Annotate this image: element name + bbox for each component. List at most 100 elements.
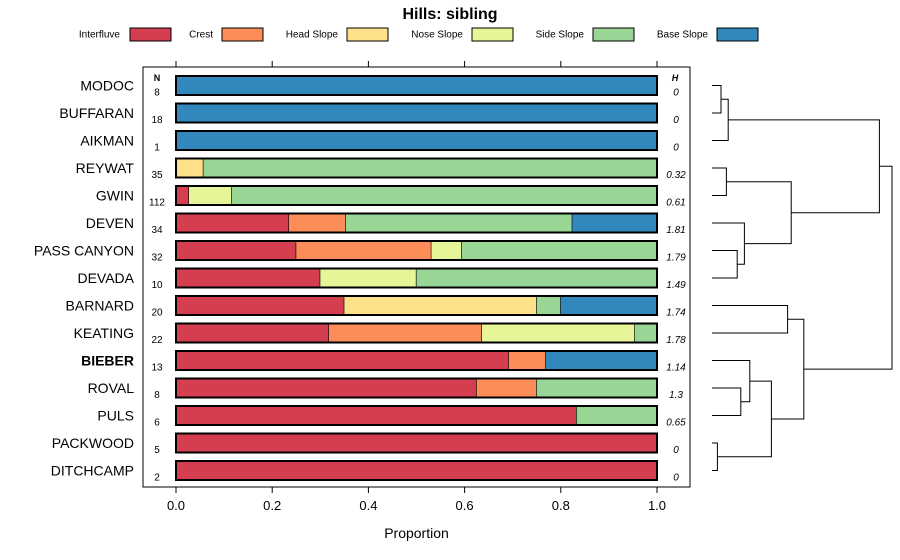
- bar-segment-interfluve: [176, 351, 509, 370]
- bar-segment-interfluve: [176, 461, 657, 480]
- bar-outline: [175, 322, 658, 344]
- n-column-header: N: [154, 73, 161, 83]
- row-deven: DEVEN 34 1.81: [86, 212, 686, 236]
- row-pass-canyon: PASS CANYON 32 1.79: [34, 240, 686, 264]
- row-label: PULS: [97, 408, 134, 424]
- row-label: DEVEN: [86, 215, 134, 231]
- row-h-value: 0.65: [666, 418, 686, 429]
- row-label: MODOC: [80, 78, 134, 94]
- bar-segment-interfluve: [176, 241, 297, 260]
- bar-segment-side-slope: [345, 213, 573, 233]
- legend-swatch-nose-slope: [471, 27, 514, 42]
- plot-frame: [142, 66, 691, 488]
- row-n-value: 35: [151, 170, 163, 181]
- bar-outline: [175, 157, 658, 179]
- row-ditchcamp: DITCHCAMP 2 0: [51, 460, 679, 484]
- bar-segment-side-slope: [576, 406, 657, 425]
- bar-outline: [175, 240, 658, 261]
- row-n-value: 8: [154, 390, 160, 401]
- legend-label-interfluve: Interfluve: [79, 30, 121, 41]
- row-n-value: 34: [151, 225, 163, 236]
- row-h-value: 1.3: [669, 390, 683, 401]
- row-label: AIKMAN: [80, 133, 134, 149]
- row-h-value: 1.49: [666, 280, 686, 291]
- dendrogram-branch: [717, 380, 772, 458]
- bar-outline: [175, 460, 658, 481]
- bar-segment-interfluve: [176, 213, 290, 233]
- x-axis: 0.0 0.2 0.4 0.6 0.8 1.0: [167, 487, 666, 513]
- legend-label-base-slope: Base Slope: [657, 30, 709, 41]
- row-label: BIEBER: [81, 353, 134, 369]
- legend-label-side-slope: Side Slope: [536, 30, 585, 41]
- bar-segment-head-slope: [176, 158, 204, 178]
- row-modoc: MODOC 8 0: [80, 75, 679, 99]
- dendrogram-branch: [712, 250, 738, 279]
- bar-segment-base-slope: [560, 296, 657, 315]
- bar-segment-interfluve: [176, 378, 477, 398]
- bar-segment-side-slope: [203, 158, 658, 178]
- x-tick-label: 0.4: [359, 498, 377, 513]
- row-label: DITCHCAMP: [51, 463, 134, 479]
- dendrogram-branch: [728, 119, 880, 214]
- bar-segment-side-slope: [461, 241, 657, 260]
- bar-segment-crest: [508, 351, 546, 370]
- bar-segment-base-slope: [572, 213, 657, 233]
- bar-outline: [175, 267, 658, 289]
- row-n-value: 2: [154, 473, 160, 484]
- bar-outline: [175, 350, 658, 371]
- row-n-value: 112: [149, 198, 165, 209]
- row-h-value: 0.32: [666, 170, 686, 181]
- bar-segment-base-slope: [176, 76, 657, 95]
- row-packwood: PACKWOOD 5 0: [52, 432, 679, 456]
- x-axis-label: Proportion: [384, 525, 449, 541]
- bar-outline: [175, 432, 658, 454]
- bar-segment-side-slope: [536, 296, 561, 315]
- dendrogram: [712, 85, 893, 471]
- bar-segment-interfluve: [176, 323, 329, 343]
- row-n-value: 10: [151, 280, 163, 291]
- row-reywat: REYWAT 35 0.32: [76, 157, 686, 181]
- row-h-value: 1.79: [666, 253, 686, 264]
- bar-outline: [175, 295, 658, 316]
- legend-swatch-interfluve: [129, 27, 172, 42]
- row-n-value: 32: [151, 253, 163, 264]
- row-n-value: 22: [151, 335, 163, 346]
- x-tick-label: 0.8: [552, 498, 570, 513]
- legend: Interfluve Crest Head Slope Nose Slope Side …: [79, 27, 759, 42]
- bar-segment-side-slope: [634, 323, 657, 343]
- bar-segment-head-slope: [344, 296, 537, 315]
- row-label: DEVADA: [77, 270, 134, 286]
- bar-segment-base-slope: [176, 131, 657, 150]
- row-puls: PULS 6 0.65: [97, 405, 686, 429]
- x-tick-label: 1.0: [648, 498, 666, 513]
- bar-outline: [175, 405, 658, 426]
- row-h-value: 1.74: [666, 308, 686, 319]
- bar-outline: [175, 212, 658, 234]
- row-label: PACKWOOD: [52, 435, 134, 451]
- row-label: BUFFARAN: [59, 105, 134, 121]
- dendrogram-branch: [712, 387, 742, 416]
- bar-segment-crest: [476, 378, 537, 398]
- row-label: REYWAT: [76, 160, 135, 176]
- row-h-value: 1.81: [666, 225, 685, 236]
- x-tick-label: 0.6: [456, 498, 474, 513]
- bar-outline: [175, 102, 658, 124]
- bar-segment-crest: [296, 241, 432, 260]
- bar-segment-nose-slope: [481, 323, 635, 343]
- dendrogram-branch: [712, 167, 727, 196]
- chart-title: Hills: sibling: [402, 6, 497, 23]
- bar-outline: [175, 130, 658, 151]
- dendrogram-branch: [712, 98, 729, 141]
- row-gwin: GWIN 112 0.61: [96, 185, 686, 209]
- bar-segment-side-slope: [231, 186, 657, 205]
- bar-segment-nose-slope: [431, 241, 462, 260]
- row-h-value: 0: [673, 88, 679, 99]
- row-h-value: 0: [673, 473, 679, 484]
- row-n-value: 18: [151, 115, 163, 126]
- dendrogram-branch: [712, 85, 722, 114]
- row-n-value: 8: [154, 88, 160, 99]
- row-label: ROVAL: [88, 380, 135, 396]
- legend-swatch-base-slope: [716, 27, 759, 42]
- dendrogram-branch: [712, 360, 751, 403]
